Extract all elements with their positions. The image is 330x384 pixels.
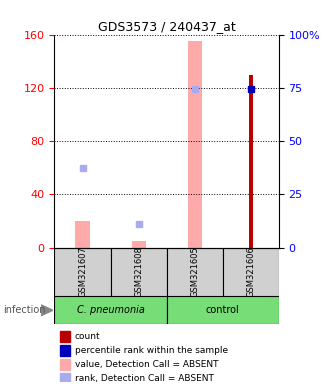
Text: value, Detection Call = ABSENT: value, Detection Call = ABSENT xyxy=(75,360,218,369)
FancyBboxPatch shape xyxy=(54,296,167,324)
Bar xyxy=(60,359,70,370)
Text: rank, Detection Call = ABSENT: rank, Detection Call = ABSENT xyxy=(75,374,214,383)
Bar xyxy=(76,221,89,248)
FancyBboxPatch shape xyxy=(54,248,111,296)
Text: C. pneumonia: C. pneumonia xyxy=(77,305,145,315)
Bar xyxy=(248,74,253,248)
Bar xyxy=(188,41,202,248)
Polygon shape xyxy=(41,305,53,316)
FancyBboxPatch shape xyxy=(111,248,167,296)
Text: count: count xyxy=(75,332,100,341)
Bar xyxy=(132,241,146,248)
Text: infection: infection xyxy=(3,305,46,315)
Text: GSM321605: GSM321605 xyxy=(190,246,199,297)
FancyBboxPatch shape xyxy=(167,248,223,296)
FancyBboxPatch shape xyxy=(167,296,279,324)
Text: GSM321607: GSM321607 xyxy=(78,246,87,297)
Text: percentile rank within the sample: percentile rank within the sample xyxy=(75,346,228,355)
Text: control: control xyxy=(206,305,240,315)
Bar xyxy=(60,373,70,384)
Bar xyxy=(60,331,70,342)
Title: GDS3573 / 240437_at: GDS3573 / 240437_at xyxy=(98,20,236,33)
Text: GSM321606: GSM321606 xyxy=(246,246,255,297)
Bar xyxy=(60,345,70,356)
FancyBboxPatch shape xyxy=(223,248,279,296)
Text: GSM321608: GSM321608 xyxy=(134,246,143,297)
